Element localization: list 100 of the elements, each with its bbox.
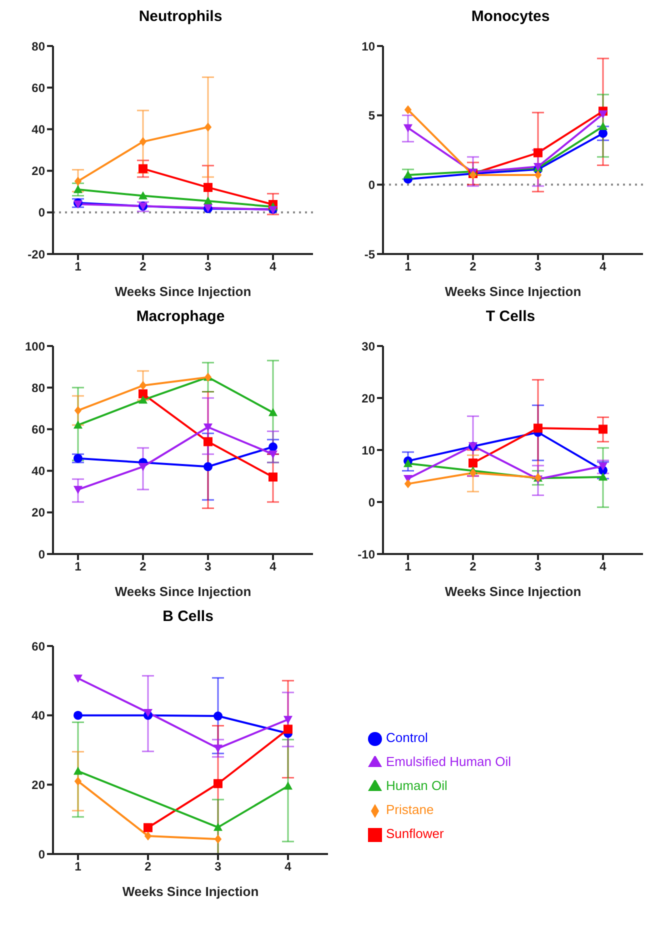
- point: [144, 831, 152, 840]
- x-axis-title: Weeks Since Injection: [114, 284, 252, 299]
- point: [468, 458, 478, 468]
- point: [268, 442, 278, 452]
- point: [138, 463, 148, 472]
- x-tick-label: 1: [404, 560, 412, 574]
- point: [214, 822, 222, 831]
- y-tick-label: -10: [358, 547, 376, 562]
- point: [404, 124, 412, 132]
- point: [404, 459, 412, 468]
- point: [204, 122, 212, 132]
- legend-label: Control: [386, 730, 428, 745]
- chart-title: Neutrophils: [138, 8, 224, 27]
- y-tick-label: 100: [24, 339, 46, 354]
- y-tick-label: 60: [32, 639, 46, 654]
- point: [139, 381, 147, 390]
- y-tick-label: 80: [32, 380, 46, 395]
- point: [284, 724, 292, 734]
- y-tick-label: 80: [32, 39, 46, 54]
- point: [284, 782, 292, 790]
- point: [598, 462, 608, 471]
- y-tick-label: 20: [32, 164, 46, 178]
- y-tick-label: 0: [38, 847, 46, 862]
- point: [598, 424, 608, 434]
- point: [214, 744, 222, 753]
- point: [74, 766, 82, 775]
- point: [404, 479, 412, 488]
- point: [138, 191, 148, 200]
- y-tick-label: -20: [28, 247, 46, 262]
- point: [144, 823, 152, 832]
- point: [74, 674, 82, 683]
- x-tick-label: 3: [214, 860, 222, 874]
- x-tick-label: 3: [204, 260, 212, 274]
- y-tick-label: 0: [368, 495, 376, 510]
- x-tick-label: 1: [74, 560, 82, 574]
- legend-label: Pristane: [386, 802, 434, 817]
- point: [138, 389, 148, 398]
- y-tick-label: 20: [32, 506, 46, 520]
- y-tick-label: 40: [32, 708, 46, 723]
- x-tick-label: 4: [284, 860, 292, 874]
- y-tick-label: 0: [38, 206, 46, 220]
- point: [214, 834, 222, 844]
- x-axis-title: Weeks Since Injection: [444, 284, 582, 299]
- point: [144, 708, 152, 718]
- point: [469, 468, 477, 478]
- y-tick-label: 60: [32, 422, 46, 436]
- y-tick-label: 40: [32, 464, 46, 478]
- x-tick-label: 4: [600, 560, 607, 574]
- x-tick-label: 1: [74, 860, 82, 874]
- point: [74, 454, 82, 463]
- point: [204, 424, 212, 432]
- y-tick-label: 40: [32, 122, 46, 136]
- point: [74, 185, 82, 194]
- point: [74, 176, 82, 186]
- x-tick-label: 4: [600, 260, 607, 274]
- point: [204, 462, 212, 472]
- point: [139, 137, 147, 146]
- x-tick-label: 2: [144, 860, 152, 874]
- point: [204, 437, 212, 446]
- x-tick-label: 4: [270, 260, 277, 274]
- y-tick-label: 20: [362, 391, 376, 406]
- x-tick-label: 3: [534, 560, 542, 574]
- point: [138, 164, 148, 174]
- point: [74, 420, 82, 429]
- point: [534, 424, 542, 433]
- point: [534, 148, 542, 158]
- legend-label: Emulsified Human Oil: [386, 754, 511, 769]
- y-tick-label: 0: [38, 547, 46, 562]
- chart-title: B Cells: [162, 608, 214, 627]
- x-tick-label: 2: [140, 560, 147, 574]
- point: [598, 122, 608, 130]
- y-tick-label: 0: [368, 178, 376, 192]
- x-tick-label: 3: [534, 260, 542, 274]
- y-tick-label: 20: [32, 778, 46, 792]
- x-tick-label: 4: [270, 560, 277, 574]
- point: [404, 105, 412, 114]
- chart-title: Monocytes: [470, 8, 551, 27]
- x-tick-label: 2: [140, 260, 147, 274]
- x-tick-label: 1: [404, 260, 412, 274]
- y-tick-label: 10: [362, 39, 376, 54]
- point: [74, 406, 82, 415]
- x-tick-label: 2: [470, 260, 477, 274]
- x-axis-title: Weeks Since Injection: [122, 884, 259, 899]
- x-axis-title: Weeks Since Injection: [444, 584, 582, 599]
- point: [598, 110, 608, 118]
- point: [204, 182, 212, 192]
- legend-label: Sunflower: [386, 826, 444, 841]
- chart-title: Macrophage: [135, 308, 226, 327]
- point: [214, 779, 222, 788]
- point: [598, 472, 608, 481]
- point: [268, 450, 278, 459]
- point: [268, 408, 278, 416]
- point: [534, 170, 542, 180]
- point: [138, 396, 148, 404]
- y-tick-label: 5: [368, 108, 376, 123]
- point: [74, 486, 82, 494]
- y-tick-label: 30: [362, 339, 376, 354]
- point: [214, 712, 222, 721]
- point: [404, 170, 412, 179]
- point: [268, 472, 278, 482]
